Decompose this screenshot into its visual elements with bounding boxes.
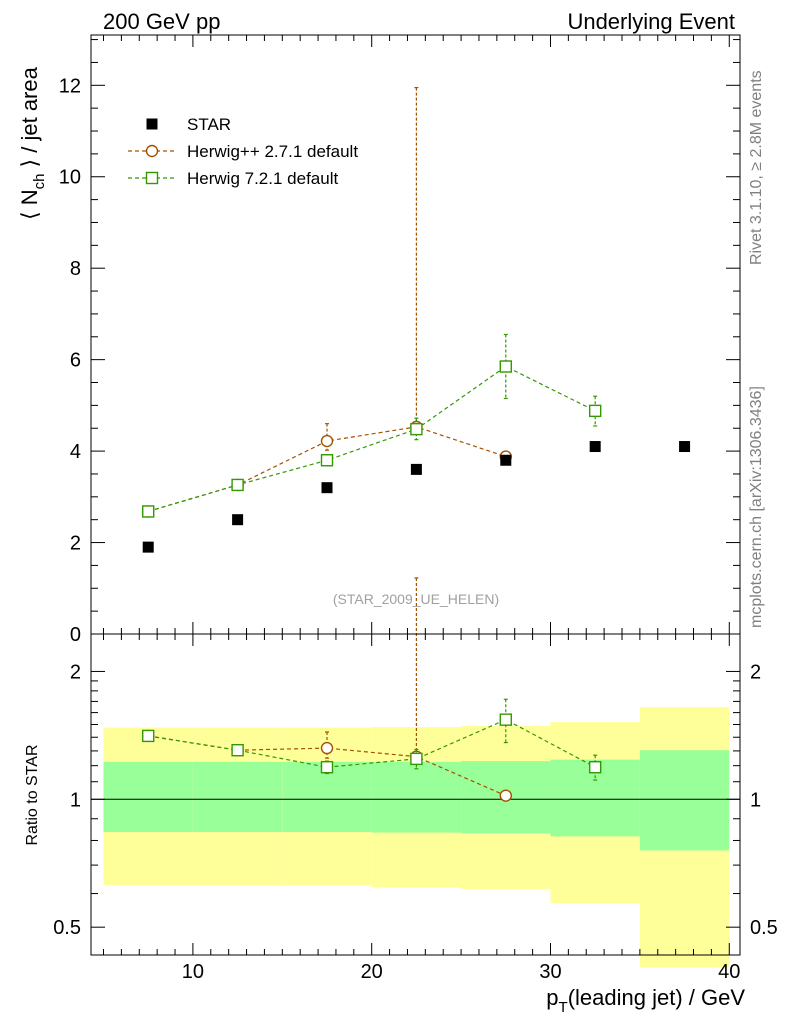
ratio-y-tick-label-right: 1 — [750, 789, 761, 811]
legend-entry: Herwig++ 2.7.1 default — [128, 142, 358, 161]
ratio-y-tick-label: 2 — [70, 661, 81, 683]
legend-marker — [146, 118, 158, 130]
legend-marker — [145, 144, 159, 158]
ratio-herwig7-line — [148, 718, 596, 768]
main-ylabel: ⟨ Nch ⟩ / jet area — [17, 66, 48, 220]
svg-text:⟨ Nch ⟩ / jet area: ⟨ Nch ⟩ / jet area — [17, 66, 48, 220]
x-tick-label: 40 — [718, 961, 740, 983]
ratio-herwig7-point — [499, 713, 512, 726]
ratio-herwig7-point — [142, 729, 155, 743]
data-series — [142, 86, 691, 802]
ratio-herwig7-point — [410, 752, 423, 766]
main-y-tick-label: 2 — [70, 533, 81, 555]
ratio-herwig7-point — [231, 743, 244, 757]
main-star-series — [142, 441, 691, 553]
main-herwig7-series — [142, 333, 602, 518]
main-herwig7-point — [231, 478, 244, 492]
ratio-y-tick-label: 0.5 — [53, 917, 81, 939]
ratio-y-tick-label-right: 0.5 — [750, 917, 778, 939]
uncertainty-bands — [103, 706, 730, 968]
legend-label: Herwig++ 2.7.1 default — [187, 142, 358, 161]
mcplots-label: mcplots.cern.ch [arXiv:1306.3436] — [748, 386, 765, 628]
title-left: 200 GeV pp — [103, 9, 220, 34]
legend: STAR Herwig++ 2.7.1 default Herwig 7.2.1 d… — [128, 115, 358, 188]
stat-uncertainty-band — [192, 761, 283, 832]
main-herwig7-point — [499, 360, 512, 373]
main-y-tick-label: 10 — [59, 167, 81, 189]
ratio-herwigpp-line — [148, 735, 507, 797]
main-herwig7-point — [142, 505, 155, 518]
legend-marker — [145, 171, 159, 185]
main-herwig7-line — [148, 365, 596, 513]
x-axis-label: pT(leading jet) / GeV — [546, 985, 745, 1016]
x-tick-label: 10 — [182, 961, 204, 983]
main-star-point — [410, 463, 422, 475]
title-right: Underlying Event — [567, 9, 735, 34]
plot-frames — [90, 34, 741, 956]
main-herwig7-point — [588, 404, 602, 418]
ratio-herwig7-point — [320, 761, 334, 774]
main-herwig7-point — [410, 422, 423, 436]
main-star-point — [321, 482, 333, 494]
main-star-point — [589, 441, 601, 453]
ratio-herwig7-series — [142, 698, 602, 781]
ratio-frame — [90, 633, 741, 956]
ratio-y-tick-label: 1 — [70, 789, 81, 811]
main-star-point — [142, 541, 154, 553]
stat-uncertainty-band — [639, 750, 730, 851]
main-star-point — [232, 514, 244, 526]
main-star-point — [679, 441, 691, 453]
main-y-tick-label: 6 — [70, 350, 81, 372]
legend-entry: Herwig 7.2.1 default — [128, 169, 338, 188]
legend-label: STAR — [187, 115, 231, 134]
x-tick-label: 30 — [539, 961, 561, 983]
main-y-tick-label: 0 — [70, 624, 81, 646]
legend-label: Herwig 7.2.1 default — [187, 169, 338, 188]
main-star-point — [500, 454, 512, 466]
main-herwig7-point — [320, 454, 334, 467]
stat-uncertainty-band — [103, 761, 193, 832]
x-tick-label: 20 — [361, 961, 383, 983]
ratio-herwigpp-point — [499, 789, 512, 802]
main-herwigpp-point — [320, 434, 334, 448]
legend-entry: STAR — [146, 115, 231, 134]
main-y-tick-label: 8 — [70, 258, 81, 280]
ratio-y-tick-label-right: 2 — [750, 661, 761, 683]
stat-uncertainty-band — [371, 761, 462, 833]
svg-text:pT(leading jet) / GeV: pT(leading jet) / GeV — [546, 985, 745, 1016]
main-y-tick-label: 12 — [59, 75, 81, 97]
ratio-herwig7-point — [588, 761, 602, 774]
main-y-tick-label: 4 — [70, 441, 81, 463]
ratio-herwigpp-point — [320, 741, 334, 755]
rivet-label: Rivet 3.1.10, ≥ 2.8M events — [748, 70, 765, 265]
ratio-ylabel: Ratio to STAR — [24, 744, 41, 845]
